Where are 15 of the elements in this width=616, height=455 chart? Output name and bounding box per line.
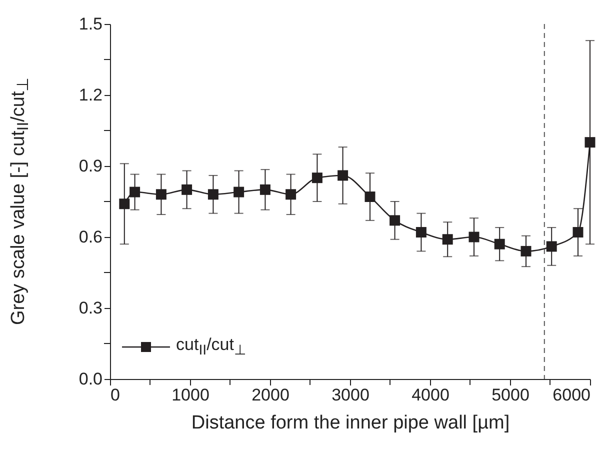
- x-tick-label: 6000: [552, 386, 590, 404]
- y-tick-label: 0.3: [78, 298, 102, 318]
- x-tick-label: 1000: [172, 386, 210, 404]
- x-tick-label: 4000: [412, 386, 450, 404]
- x-tick-label: 2000: [252, 386, 290, 404]
- x-axis-title: Distance form the inner pipe wall [µm]: [191, 412, 510, 434]
- y-tick-label: 1.5: [78, 14, 102, 34]
- y-tick-label: 0.0: [78, 370, 102, 388]
- legend-label: cut$_{II}$/cut$_{⊥}$: [176, 335, 246, 358]
- x-tick-label: 3000: [332, 386, 370, 404]
- y-tick-label: 0.6: [78, 228, 102, 246]
- y-tick-label: 0.9: [78, 156, 102, 176]
- y-tick-label: 1.2: [78, 86, 102, 104]
- x-tick-label: 0: [110, 386, 120, 404]
- x-tick-label: 5000: [492, 386, 530, 404]
